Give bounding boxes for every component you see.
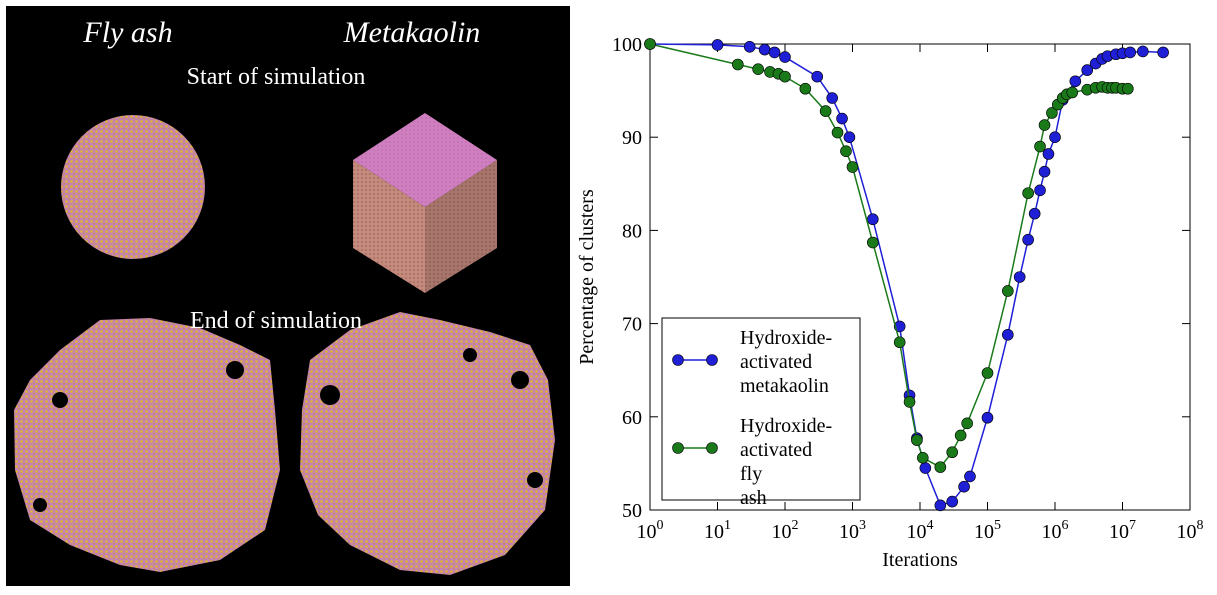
data-point <box>1002 285 1014 297</box>
data-point <box>799 82 812 95</box>
plot-frame <box>649 43 1191 511</box>
data-point <box>779 70 791 83</box>
data-point <box>1038 119 1051 131</box>
data-point <box>1042 148 1055 160</box>
data-point <box>1028 207 1041 220</box>
data-point <box>711 39 724 51</box>
data-point <box>946 495 959 508</box>
data-point <box>919 462 932 474</box>
legend-label: Hydroxide-activated metakaolin <box>740 327 832 397</box>
data-point <box>916 452 929 464</box>
y-tick-label: 100 <box>612 34 642 56</box>
legend-marker <box>706 354 718 366</box>
data-point <box>840 145 852 157</box>
y-tick-label: 50 <box>622 500 642 522</box>
data-point <box>981 411 994 424</box>
data-point <box>743 40 756 53</box>
x-tick-label: 104 <box>907 518 934 543</box>
data-point <box>1038 165 1051 178</box>
data-point <box>752 63 764 75</box>
data-point <box>819 105 832 117</box>
data-point <box>826 92 838 104</box>
data-point <box>893 320 906 333</box>
data-point <box>1157 46 1169 59</box>
data-point <box>1034 140 1046 153</box>
metakaolin-end <box>300 312 555 575</box>
voids <box>33 348 543 512</box>
legend-marker <box>706 442 718 454</box>
data-point <box>811 70 824 83</box>
data-point <box>846 161 859 173</box>
data-point <box>958 480 970 493</box>
x-tick-label: 106 <box>1042 518 1069 543</box>
x-tick-label: 107 <box>1109 518 1136 543</box>
fly-ash-end <box>14 318 280 572</box>
data-point <box>1137 45 1149 58</box>
data-point <box>961 417 973 430</box>
legend-marker <box>672 354 684 366</box>
data-point <box>1002 328 1014 341</box>
fly-ash-start <box>61 115 205 259</box>
panel-label: Start of simulation <box>187 64 366 90</box>
legend-box <box>661 317 861 501</box>
data-point <box>964 470 976 483</box>
data-point <box>831 126 844 139</box>
data-point <box>1013 271 1026 283</box>
y-tick-label: 60 <box>622 407 642 429</box>
cube-left <box>353 160 425 293</box>
x-tick-label: 108 <box>1177 518 1204 543</box>
x-tick-label: 100 <box>637 518 664 543</box>
data-point <box>843 131 856 143</box>
data-point <box>903 396 916 408</box>
data-point <box>644 38 656 50</box>
data-point <box>1049 131 1061 143</box>
data-point <box>1122 82 1134 95</box>
x-axis-label: Iterations <box>882 549 958 571</box>
y-tick-label: 90 <box>622 127 642 149</box>
data-point <box>934 461 947 473</box>
legend-label: Hydroxide-activated fly ash <box>740 415 832 509</box>
data-point <box>1066 86 1079 99</box>
data-point <box>954 429 967 442</box>
y-tick-label: 80 <box>622 220 642 242</box>
data-point <box>867 236 879 249</box>
chart: 50 60 70 80 90 100 100 101 102 103 104 105 106 107 108… <box>576 34 1204 571</box>
panel-label: Metakaolin <box>343 16 481 49</box>
data-point <box>836 112 848 125</box>
data-point <box>981 367 994 379</box>
data-point <box>1069 75 1082 88</box>
data-point <box>779 51 791 63</box>
data-point <box>893 336 906 349</box>
legend-marker <box>672 442 684 454</box>
y-tick-label: 70 <box>622 314 642 336</box>
x-tick-label: 101 <box>704 518 731 543</box>
data-point <box>758 43 771 56</box>
data-point <box>911 434 923 446</box>
data-point <box>1046 107 1058 119</box>
x-tick-label: 103 <box>839 518 866 543</box>
data-point <box>934 499 947 512</box>
data-point <box>946 446 959 459</box>
x-tick-label: 102 <box>772 518 799 543</box>
cube-right <box>425 160 497 293</box>
data-point <box>1124 46 1136 59</box>
data-point <box>732 58 744 71</box>
data-point <box>867 213 879 226</box>
panel-label: End of simulation <box>190 308 362 334</box>
data-point <box>1081 64 1094 76</box>
data-point <box>1022 233 1034 246</box>
x-tick-label: 105 <box>974 518 1001 543</box>
data-point <box>768 46 781 59</box>
y-axis-label: Percentage of clusters <box>576 189 598 365</box>
panel-label: Fly ash <box>82 16 172 49</box>
legend: Hydroxide-activated metakaolin Hydroxide-a… <box>661 317 861 509</box>
data-point <box>1022 187 1034 199</box>
data-point <box>1034 184 1046 197</box>
simulation-panel: Fly ash Metakaolin Start of simulation E… <box>6 6 570 586</box>
